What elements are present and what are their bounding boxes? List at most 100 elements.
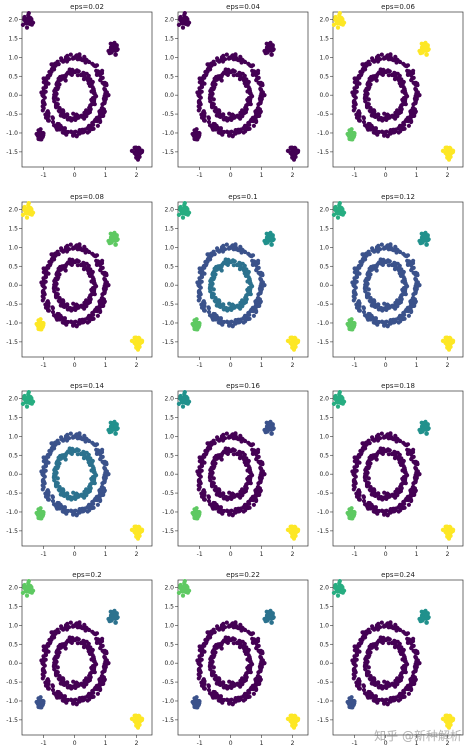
scatter-point	[375, 72, 380, 77]
scatter-point	[392, 115, 397, 120]
scatter-point	[269, 242, 274, 247]
scatter-point	[246, 480, 251, 485]
scatter-point	[243, 127, 248, 132]
scatter-point	[182, 11, 187, 16]
scatter-point	[100, 270, 105, 275]
scatter-point	[211, 481, 216, 486]
scatter-point	[258, 488, 263, 493]
scatter-point	[444, 335, 450, 340]
subplot-title: eps=0.08	[70, 193, 104, 201]
scatter-point	[22, 14, 27, 20]
y-tick-label: 1.5	[164, 414, 174, 421]
scatter-point	[74, 53, 79, 59]
scatter-point	[212, 487, 217, 492]
scatter-point	[411, 258, 416, 263]
scatter-point	[411, 270, 416, 275]
scatter-point	[99, 113, 104, 118]
scatter-point	[57, 503, 62, 508]
scatter-point	[246, 291, 251, 296]
scatter-point	[246, 101, 251, 106]
scatter-point	[352, 93, 357, 98]
y-tick-label: 1.5	[8, 225, 18, 232]
scatter-point	[80, 58, 85, 63]
subplot-5: eps=0.1-1 0 1 22.01.51.00.50.0-0.5-1.0-1.5	[162, 193, 309, 369]
scatter-point	[91, 505, 96, 510]
scatter-point	[234, 262, 239, 268]
scatter-point	[26, 11, 31, 16]
x-tick-label: -1	[197, 362, 203, 369]
y-tick-label: 0.5	[319, 73, 329, 80]
scatter-point	[29, 207, 34, 212]
scatter-point	[237, 305, 242, 310]
scatter-point	[49, 67, 55, 72]
scatter-point	[88, 78, 93, 83]
subplot-title: eps=0.1	[228, 193, 257, 201]
scatter-point	[240, 487, 245, 492]
scatter-point	[247, 126, 252, 131]
scatter-point	[396, 130, 401, 135]
scatter-point	[84, 112, 89, 118]
scatter-point	[76, 492, 81, 498]
scatter-point	[69, 71, 74, 76]
scatter-point	[243, 506, 248, 511]
x-tick-label: 2	[135, 551, 139, 558]
scatter-point	[230, 432, 235, 438]
y-tick-label: 0.5	[8, 263, 18, 270]
scatter-point	[252, 70, 257, 75]
y-tick-label: 1.5	[8, 414, 18, 421]
scatter-point	[71, 509, 76, 514]
scatter-point	[349, 317, 354, 322]
scatter-point	[38, 506, 43, 511]
y-tick-label: -0.5	[162, 490, 174, 497]
scatter-point	[362, 252, 367, 257]
scatter-point	[24, 404, 30, 409]
scatter-point	[210, 80, 216, 86]
scatter-point	[81, 115, 86, 120]
scatter-point	[246, 96, 251, 101]
scatter-point	[179, 21, 185, 26]
subplot-9: eps=0.18-1 0 1 22.01.51.00.50.0-0.5-1.0-1.5	[317, 382, 464, 558]
scatter-point	[180, 25, 186, 30]
x-tick-label: 2	[446, 172, 450, 179]
scatter-point	[90, 501, 95, 506]
subplot-title: eps=0.12	[381, 193, 415, 201]
scatter-point	[410, 113, 415, 118]
scatter-point	[68, 306, 73, 311]
scatter-point	[56, 108, 61, 113]
y-tick-label: 1.5	[319, 35, 329, 42]
scatter-point	[43, 115, 49, 120]
scatter-point	[240, 108, 245, 113]
scatter-point	[71, 111, 76, 116]
scatter-point	[65, 436, 70, 441]
scatter-point	[49, 446, 55, 451]
scatter-point	[289, 145, 295, 150]
scatter-point	[102, 291, 107, 296]
scatter-point	[352, 266, 357, 271]
scatter-point	[201, 73, 206, 79]
scatter-point	[230, 513, 235, 518]
scatter-point	[367, 108, 372, 113]
scatter-point	[214, 492, 219, 497]
scatter-point	[202, 308, 207, 313]
x-tick-label: 0	[73, 362, 77, 369]
scatter-point	[351, 108, 356, 113]
scatter-point	[81, 129, 86, 134]
scatter-point	[395, 108, 400, 113]
scatter-point	[238, 54, 243, 60]
scatter-point	[100, 80, 105, 85]
scatter-point	[113, 424, 118, 429]
y-tick-label: 0.0	[164, 282, 174, 289]
scatter-point	[234, 72, 239, 78]
scatter-point	[90, 480, 95, 485]
scatter-point	[385, 243, 390, 249]
scatter-point	[369, 303, 374, 308]
y-tick-label: 1.0	[8, 54, 18, 61]
x-tick-label: 2	[135, 362, 139, 369]
scatter-point	[211, 438, 216, 443]
scatter-point	[217, 319, 222, 324]
scatter-point	[185, 212, 190, 217]
subplot-3: eps=0.06-1 0 1 22.01.51.00.50.0-0.5-1.0-1.5	[317, 3, 464, 179]
scatter-point	[25, 207, 30, 212]
scatter-point	[413, 109, 418, 114]
scatter-point	[364, 284, 369, 289]
